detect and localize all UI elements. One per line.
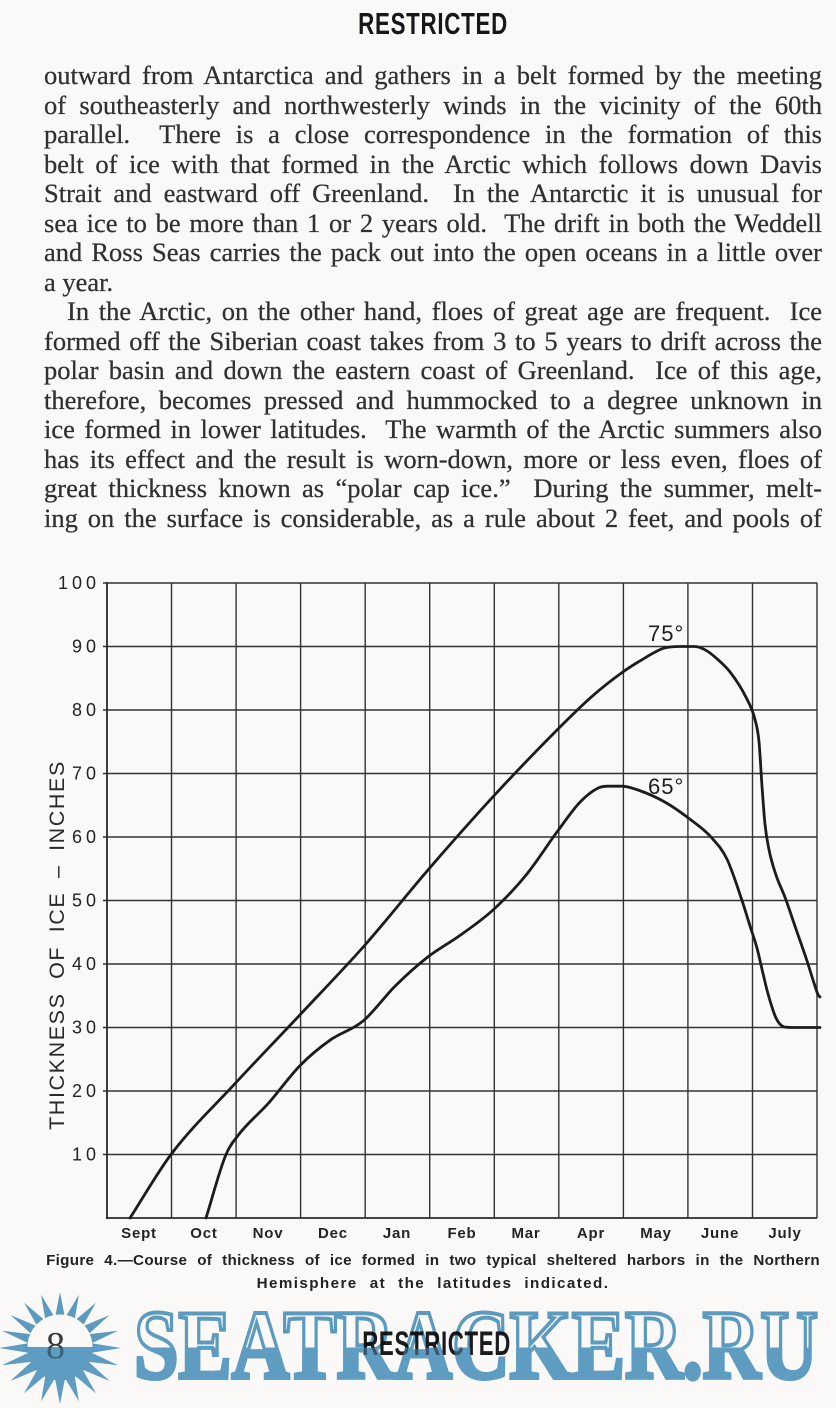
svg-text:40: 40	[72, 954, 100, 974]
svg-text:May: May	[640, 1225, 672, 1242]
svg-text:80: 80	[72, 700, 100, 720]
svg-text:70: 70	[72, 764, 100, 784]
svg-text:June: June	[701, 1225, 739, 1242]
svg-text:SEATRACKER.RU: SEATRACKER.RU	[134, 1291, 818, 1400]
svg-text:Mar: Mar	[511, 1225, 540, 1242]
svg-text:SEATRACKER.RU: SEATRACKER.RU	[134, 1291, 818, 1400]
svg-text:10: 10	[72, 1145, 100, 1165]
svg-text:50: 50	[72, 891, 100, 911]
svg-text:60: 60	[72, 827, 100, 847]
svg-text:30: 30	[72, 1018, 100, 1038]
svg-text:90: 90	[72, 637, 100, 657]
svg-text:THICKNESS OF ICE – INCHES: THICKNESS OF ICE – INCHES	[45, 760, 69, 1130]
svg-text:July: July	[768, 1225, 801, 1242]
svg-text:65°: 65°	[648, 774, 684, 799]
svg-text:SEATRACKER.RU: SEATRACKER.RU	[134, 1291, 818, 1400]
svg-text:Oct: Oct	[190, 1225, 217, 1242]
svg-text:100: 100	[58, 573, 100, 593]
svg-text:Jan: Jan	[383, 1225, 411, 1242]
svg-text:20: 20	[72, 1081, 100, 1101]
svg-text:Dec: Dec	[318, 1225, 348, 1242]
svg-text:Nov: Nov	[253, 1225, 284, 1242]
svg-text:Feb: Feb	[447, 1225, 476, 1242]
svg-text:Apr: Apr	[577, 1225, 605, 1242]
svg-text:75°: 75°	[648, 621, 684, 646]
svg-text:Sept: Sept	[121, 1225, 157, 1242]
